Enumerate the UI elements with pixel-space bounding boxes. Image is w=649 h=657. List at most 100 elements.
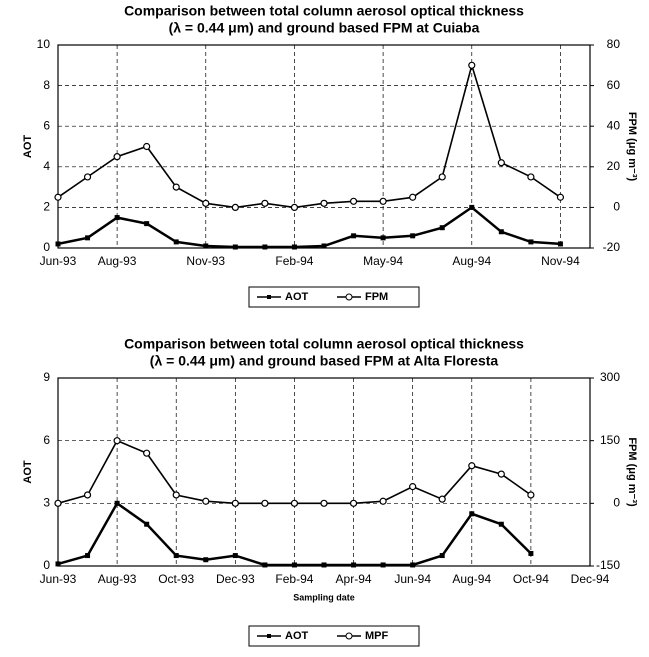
point bbox=[83, 173, 92, 181]
point bbox=[261, 199, 269, 207]
point bbox=[143, 142, 151, 151]
point bbox=[528, 239, 534, 245]
point bbox=[321, 562, 327, 568]
x-tick-label: Aug-93 bbox=[98, 572, 137, 586]
point bbox=[143, 449, 151, 457]
point bbox=[351, 233, 357, 239]
series-line bbox=[57, 205, 561, 249]
point bbox=[113, 153, 121, 161]
point bbox=[409, 193, 417, 201]
point bbox=[291, 244, 297, 250]
point bbox=[379, 197, 387, 205]
point bbox=[497, 159, 505, 167]
x-tick-label: Nov-93 bbox=[186, 254, 225, 268]
y-tick-label: 2 bbox=[43, 200, 50, 214]
point bbox=[409, 483, 417, 491]
legend-marker bbox=[345, 293, 353, 301]
y2-tick-label: 300 bbox=[600, 370, 620, 384]
x-tick-label: Oct-94 bbox=[513, 572, 549, 586]
chart-title: Comparison between total column aerosol … bbox=[124, 3, 524, 19]
point bbox=[438, 173, 446, 181]
point bbox=[231, 499, 239, 507]
x-tick-label: Aug-93 bbox=[98, 254, 137, 268]
point bbox=[321, 243, 327, 249]
x-tick-label: Nov-94 bbox=[541, 254, 580, 268]
legend-marker bbox=[267, 634, 271, 638]
point bbox=[469, 511, 475, 517]
point bbox=[497, 470, 505, 478]
point bbox=[527, 491, 535, 499]
x-tick-label: Dec-94 bbox=[571, 572, 610, 586]
chart-title: (λ = 0.44 μm) and ground based FPM at Cu… bbox=[169, 20, 480, 36]
legend-label: AOT bbox=[285, 630, 309, 642]
point bbox=[320, 499, 328, 507]
point bbox=[351, 562, 357, 568]
point bbox=[172, 491, 180, 499]
point bbox=[172, 183, 180, 191]
point bbox=[380, 562, 386, 568]
point bbox=[528, 550, 534, 556]
point bbox=[83, 491, 92, 499]
point bbox=[203, 243, 209, 249]
point bbox=[349, 499, 358, 507]
point bbox=[262, 244, 268, 250]
point bbox=[85, 235, 91, 241]
x-tick-label: Feb-94 bbox=[275, 572, 313, 586]
y-tick-label: 9 bbox=[43, 370, 50, 384]
point bbox=[290, 203, 299, 211]
point bbox=[262, 562, 268, 568]
point bbox=[290, 499, 299, 507]
chart-title: (λ = 0.44 μm) and ground based FPM at Al… bbox=[150, 353, 499, 369]
point bbox=[498, 521, 504, 527]
point bbox=[114, 500, 120, 506]
point bbox=[202, 199, 210, 207]
point bbox=[468, 61, 476, 69]
x-tick-label: Aug-94 bbox=[452, 254, 491, 268]
point bbox=[144, 221, 150, 227]
point bbox=[114, 215, 120, 221]
point bbox=[203, 557, 209, 563]
chart-title: Comparison between total column aerosol … bbox=[124, 336, 524, 352]
point bbox=[232, 244, 238, 250]
point bbox=[202, 497, 210, 505]
y-tick-label: 4 bbox=[43, 159, 50, 173]
y-tick-label: 0 bbox=[43, 240, 50, 254]
legend-marker bbox=[267, 295, 271, 299]
point bbox=[410, 562, 416, 568]
point bbox=[468, 462, 476, 470]
plot-frame bbox=[57, 44, 591, 249]
legend-marker bbox=[345, 632, 353, 640]
x-axis-label: Sampling date bbox=[293, 592, 355, 602]
point bbox=[438, 495, 446, 503]
point bbox=[54, 499, 62, 507]
y2-tick-label: -20 bbox=[603, 240, 621, 254]
legend-label: AOT bbox=[285, 291, 309, 303]
y2-tick-label: 40 bbox=[607, 118, 621, 132]
point bbox=[527, 173, 535, 181]
x-tick-label: Oct-93 bbox=[158, 572, 194, 586]
y-tick-label: 0 bbox=[43, 558, 50, 572]
point bbox=[55, 561, 61, 567]
x-tick-label: Apr-94 bbox=[336, 572, 372, 586]
legend-label: MPF bbox=[365, 630, 389, 642]
point bbox=[173, 553, 179, 559]
y2-tick-label: 0 bbox=[613, 200, 620, 214]
y2-tick-label: 60 bbox=[607, 78, 621, 92]
y2-tick-label: -150 bbox=[596, 558, 620, 572]
point bbox=[380, 235, 386, 241]
y-axis-label: AOT bbox=[22, 460, 34, 484]
x-tick-label: Jun-93 bbox=[40, 254, 77, 268]
x-tick-label: Dec-93 bbox=[216, 572, 255, 586]
y-tick-label: 10 bbox=[37, 37, 51, 51]
y-tick-label: 6 bbox=[43, 433, 50, 447]
series-line bbox=[57, 62, 561, 209]
point bbox=[54, 193, 62, 201]
point bbox=[556, 193, 565, 201]
point bbox=[498, 229, 504, 235]
point bbox=[469, 204, 475, 210]
y2-tick-label: 20 bbox=[607, 159, 621, 173]
point bbox=[261, 499, 269, 507]
point bbox=[410, 233, 416, 239]
y2-tick-label: 150 bbox=[600, 433, 620, 447]
